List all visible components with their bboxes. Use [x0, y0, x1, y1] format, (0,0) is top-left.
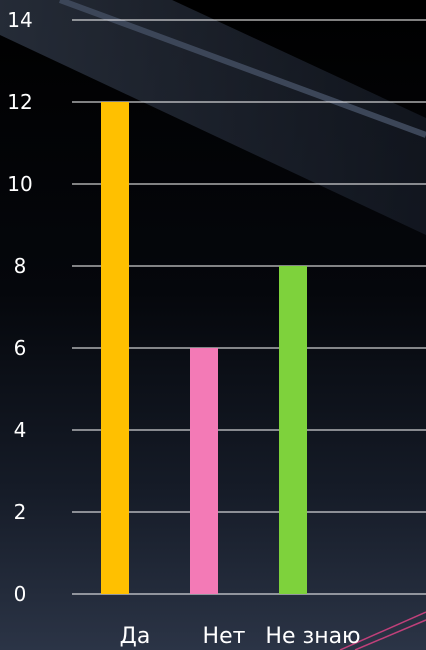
x-category-label: Не знаю: [265, 624, 360, 649]
x-axis-categories: Да Нет Не знаю: [120, 624, 361, 649]
gridlines: [72, 19, 426, 595]
y-tick-label: 2: [14, 500, 27, 524]
bars: [101, 102, 307, 594]
bar: [190, 348, 218, 594]
y-tick-label: 0: [14, 582, 27, 606]
bar: [279, 266, 307, 594]
y-tick-label: 12: [7, 90, 32, 114]
bar: [101, 102, 129, 594]
y-axis-ticks: 0 2 4 6 8 10 12 14: [7, 8, 32, 606]
y-tick-label: 14: [7, 8, 32, 32]
y-tick-label: 10: [7, 172, 32, 196]
y-tick-label: 6: [14, 336, 27, 360]
y-tick-label: 4: [14, 418, 27, 442]
y-tick-label: 8: [14, 254, 27, 278]
x-category-label: Нет: [203, 624, 246, 649]
x-category-label: Да: [120, 624, 151, 649]
